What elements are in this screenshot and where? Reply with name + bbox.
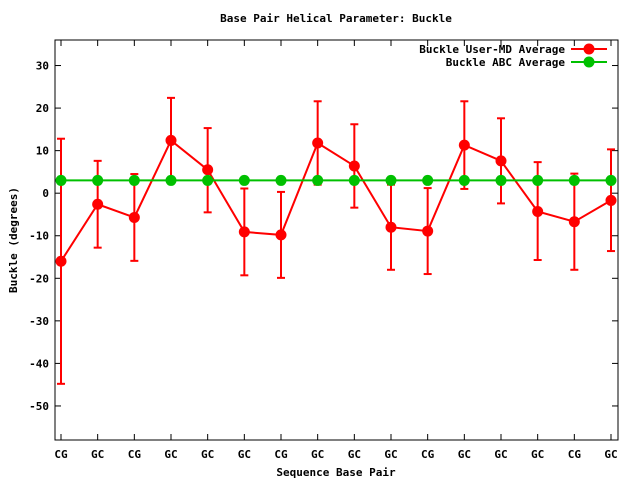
data-point — [275, 174, 287, 186]
x-tick-label: GC — [201, 448, 214, 461]
x-tick-label: GC — [348, 448, 361, 461]
y-tick-label: -30 — [29, 315, 49, 328]
y-tick-label: -50 — [29, 400, 49, 413]
series-line — [60, 138, 612, 262]
data-point — [385, 174, 397, 186]
y-axis: 30 20 10 0 -10 -20 -30 -40 -50 — [29, 60, 618, 413]
x-tick-label: GC — [238, 448, 251, 461]
data-point — [348, 160, 360, 172]
x-axis: CG GC CG GC GC GC CG GC GC GC CG GC GC GC CG GC — [54, 40, 618, 461]
data-point — [238, 174, 250, 186]
data-point — [92, 198, 104, 210]
x-tick-label: GC — [164, 448, 177, 461]
data-point — [165, 134, 177, 146]
data-point — [312, 137, 324, 149]
data-point — [458, 174, 470, 186]
x-tick-label: CG — [568, 448, 582, 461]
series-2 — [55, 174, 617, 186]
data-point — [495, 155, 507, 167]
data-point — [495, 174, 507, 186]
x-tick-label: GC — [604, 448, 617, 461]
legend-marker — [583, 56, 595, 68]
x-tick-label: GC — [458, 448, 471, 461]
data-point — [385, 221, 397, 233]
x-tick-label: CG — [274, 448, 288, 461]
y-tick-label: -40 — [29, 357, 49, 370]
y-tick-label: 30 — [36, 60, 49, 73]
x-tick-label: GC — [311, 448, 324, 461]
x-tick-label: GC — [531, 448, 544, 461]
data-point — [92, 174, 104, 186]
data-point — [422, 174, 434, 186]
data-point — [568, 216, 580, 228]
data-point — [238, 226, 250, 238]
legend-label: Buckle User-MD Average — [419, 43, 565, 56]
data-point — [458, 139, 470, 151]
data-point — [128, 174, 140, 186]
data-point — [422, 225, 434, 237]
y-axis-label: Buckle (degrees) — [7, 187, 20, 293]
data-point — [55, 174, 67, 186]
data-point — [312, 174, 324, 186]
x-tick-label: CG — [128, 448, 142, 461]
y-tick-label: -20 — [29, 272, 49, 285]
data-point — [568, 174, 580, 186]
y-tick-label: 10 — [36, 145, 49, 158]
data-point — [275, 229, 287, 241]
y-tick-label: 0 — [42, 187, 49, 200]
legend-label: Buckle ABC Average — [446, 56, 566, 69]
legend-marker — [583, 43, 595, 55]
data-point — [202, 164, 214, 176]
y-tick-label: -10 — [29, 230, 49, 243]
series-1 — [55, 96, 617, 385]
data-point — [55, 255, 67, 267]
data-point — [605, 194, 617, 206]
data-point — [605, 174, 617, 186]
x-tick-label: CG — [421, 448, 435, 461]
plot-frame — [54, 39, 619, 441]
data-point — [532, 174, 544, 186]
y-tick-label: 20 — [36, 102, 49, 115]
x-tick-label: CG — [54, 448, 68, 461]
data-point — [348, 174, 360, 186]
data-point — [202, 174, 214, 186]
data-point — [128, 211, 140, 223]
data-point — [532, 205, 544, 217]
x-tick-label: GC — [494, 448, 507, 461]
x-tick-label: GC — [91, 448, 104, 461]
series-layer — [55, 96, 617, 385]
x-axis-label: Sequence Base Pair — [276, 466, 396, 479]
data-point — [165, 174, 177, 186]
chart-title: Base Pair Helical Parameter: Buckle — [220, 12, 452, 25]
x-tick-label: GC — [384, 448, 397, 461]
